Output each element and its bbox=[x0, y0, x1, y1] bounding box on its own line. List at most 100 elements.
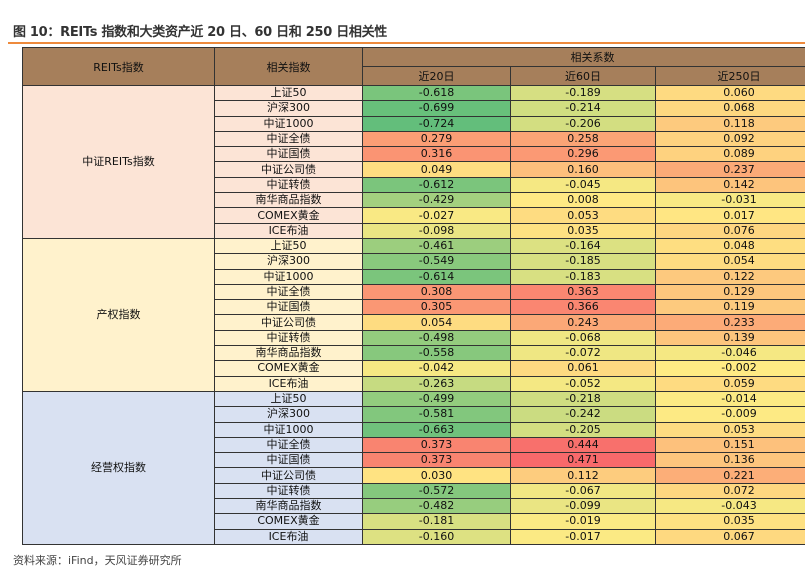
correlation-value: 0.279 bbox=[363, 131, 511, 146]
source-note: 资料来源：iFind，天风证券研究所 bbox=[13, 552, 182, 568]
related-index-name: ICE布油 bbox=[215, 529, 363, 544]
related-index-name: 中证1000 bbox=[215, 269, 363, 284]
correlation-table: REITs指数 相关指数 相关系数 近20日 近60日 近250日 中证REIT… bbox=[22, 47, 805, 545]
correlation-value: -0.242 bbox=[511, 407, 656, 422]
header-60d: 近60日 bbox=[511, 67, 656, 86]
correlation-value: -0.499 bbox=[363, 391, 511, 406]
correlation-value: 0.243 bbox=[511, 315, 656, 330]
correlation-value: 0.076 bbox=[656, 223, 805, 238]
correlation-value: -0.189 bbox=[511, 86, 656, 101]
related-index-name: 中证公司债 bbox=[215, 162, 363, 177]
correlation-value: 0.092 bbox=[656, 131, 805, 146]
correlation-value: -0.031 bbox=[656, 193, 805, 208]
correlation-value: 0.048 bbox=[656, 238, 805, 253]
correlation-value: -0.098 bbox=[363, 223, 511, 238]
correlation-value: 0.308 bbox=[363, 284, 511, 299]
related-index-name: 中证全债 bbox=[215, 131, 363, 146]
correlation-value: 0.035 bbox=[511, 223, 656, 238]
correlation-value: 0.366 bbox=[511, 300, 656, 315]
related-index-name: 中证1000 bbox=[215, 422, 363, 437]
correlation-value: 0.233 bbox=[656, 315, 805, 330]
correlation-value: 0.142 bbox=[656, 177, 805, 192]
correlation-value: -0.205 bbox=[511, 422, 656, 437]
related-index-name: 中证转债 bbox=[215, 330, 363, 345]
correlation-value: -0.046 bbox=[656, 346, 805, 361]
header-250d: 近250日 bbox=[656, 67, 805, 86]
correlation-value: -0.043 bbox=[656, 499, 805, 514]
correlation-value: -0.067 bbox=[511, 483, 656, 498]
related-index-name: 沪深300 bbox=[215, 407, 363, 422]
correlation-value: -0.572 bbox=[363, 483, 511, 498]
correlation-value: -0.549 bbox=[363, 254, 511, 269]
related-index-name: 中证国债 bbox=[215, 300, 363, 315]
correlation-value: 0.067 bbox=[656, 529, 805, 544]
correlation-value: -0.206 bbox=[511, 116, 656, 131]
correlation-value: -0.185 bbox=[511, 254, 656, 269]
correlation-value: 0.139 bbox=[656, 330, 805, 345]
correlation-value: -0.181 bbox=[363, 514, 511, 529]
related-index-name: 中证公司债 bbox=[215, 468, 363, 483]
correlation-value: 0.060 bbox=[656, 86, 805, 101]
related-index-name: 中证全债 bbox=[215, 437, 363, 452]
correlation-value: -0.724 bbox=[363, 116, 511, 131]
correlation-value: 0.017 bbox=[656, 208, 805, 223]
correlation-value: -0.052 bbox=[511, 376, 656, 391]
correlation-value: -0.042 bbox=[363, 361, 511, 376]
correlation-value: -0.263 bbox=[363, 376, 511, 391]
header-reits-index: REITs指数 bbox=[23, 48, 215, 86]
correlation-value: 0.373 bbox=[363, 453, 511, 468]
correlation-value: 0.112 bbox=[511, 468, 656, 483]
correlation-value: -0.558 bbox=[363, 346, 511, 361]
correlation-value: 0.363 bbox=[511, 284, 656, 299]
correlation-value: 0.054 bbox=[363, 315, 511, 330]
figure-title: 图 10：REITs 指数和大类资产近 20 日、60 日和 250 日相关性 bbox=[13, 21, 387, 40]
correlation-value: -0.699 bbox=[363, 101, 511, 116]
correlation-value: 0.059 bbox=[656, 376, 805, 391]
correlation-value: 0.030 bbox=[363, 468, 511, 483]
related-index-name: 中证全债 bbox=[215, 284, 363, 299]
correlation-value: 0.258 bbox=[511, 131, 656, 146]
correlation-value: -0.498 bbox=[363, 330, 511, 345]
correlation-value: -0.072 bbox=[511, 346, 656, 361]
correlation-value: 0.136 bbox=[656, 453, 805, 468]
related-index-name: 中证转债 bbox=[215, 483, 363, 498]
correlation-value: 0.471 bbox=[511, 453, 656, 468]
correlation-value: -0.618 bbox=[363, 86, 511, 101]
correlation-value: 0.068 bbox=[656, 101, 805, 116]
related-index-name: 南华商品指数 bbox=[215, 193, 363, 208]
related-index-name: ICE布油 bbox=[215, 376, 363, 391]
related-index-name: 中证国债 bbox=[215, 453, 363, 468]
correlation-value: -0.027 bbox=[363, 208, 511, 223]
correlation-value: -0.429 bbox=[363, 193, 511, 208]
correlation-value: 0.373 bbox=[363, 437, 511, 452]
group-name: 经营权指数 bbox=[23, 391, 215, 544]
correlation-value: 0.035 bbox=[656, 514, 805, 529]
correlation-value: -0.461 bbox=[363, 238, 511, 253]
correlation-value: 0.118 bbox=[656, 116, 805, 131]
title-divider bbox=[8, 42, 805, 44]
correlation-value: -0.009 bbox=[656, 407, 805, 422]
correlation-value: 0.053 bbox=[511, 208, 656, 223]
correlation-value: 0.444 bbox=[511, 437, 656, 452]
correlation-value: -0.068 bbox=[511, 330, 656, 345]
related-index-name: 沪深300 bbox=[215, 254, 363, 269]
correlation-value: -0.482 bbox=[363, 499, 511, 514]
header-related-index: 相关指数 bbox=[215, 48, 363, 86]
correlation-value: 0.296 bbox=[511, 147, 656, 162]
correlation-value: 0.072 bbox=[656, 483, 805, 498]
correlation-value: -0.045 bbox=[511, 177, 656, 192]
related-index-name: 上证50 bbox=[215, 391, 363, 406]
correlation-value: 0.089 bbox=[656, 147, 805, 162]
correlation-value: 0.305 bbox=[363, 300, 511, 315]
correlation-value: 0.061 bbox=[511, 361, 656, 376]
related-index-name: 南华商品指数 bbox=[215, 346, 363, 361]
group-name: 产权指数 bbox=[23, 238, 215, 391]
correlation-value: -0.612 bbox=[363, 177, 511, 192]
related-index-name: 上证50 bbox=[215, 238, 363, 253]
correlation-value: -0.164 bbox=[511, 238, 656, 253]
correlation-value: 0.049 bbox=[363, 162, 511, 177]
correlation-value: -0.614 bbox=[363, 269, 511, 284]
correlation-value: -0.099 bbox=[511, 499, 656, 514]
related-index-name: 上证50 bbox=[215, 86, 363, 101]
